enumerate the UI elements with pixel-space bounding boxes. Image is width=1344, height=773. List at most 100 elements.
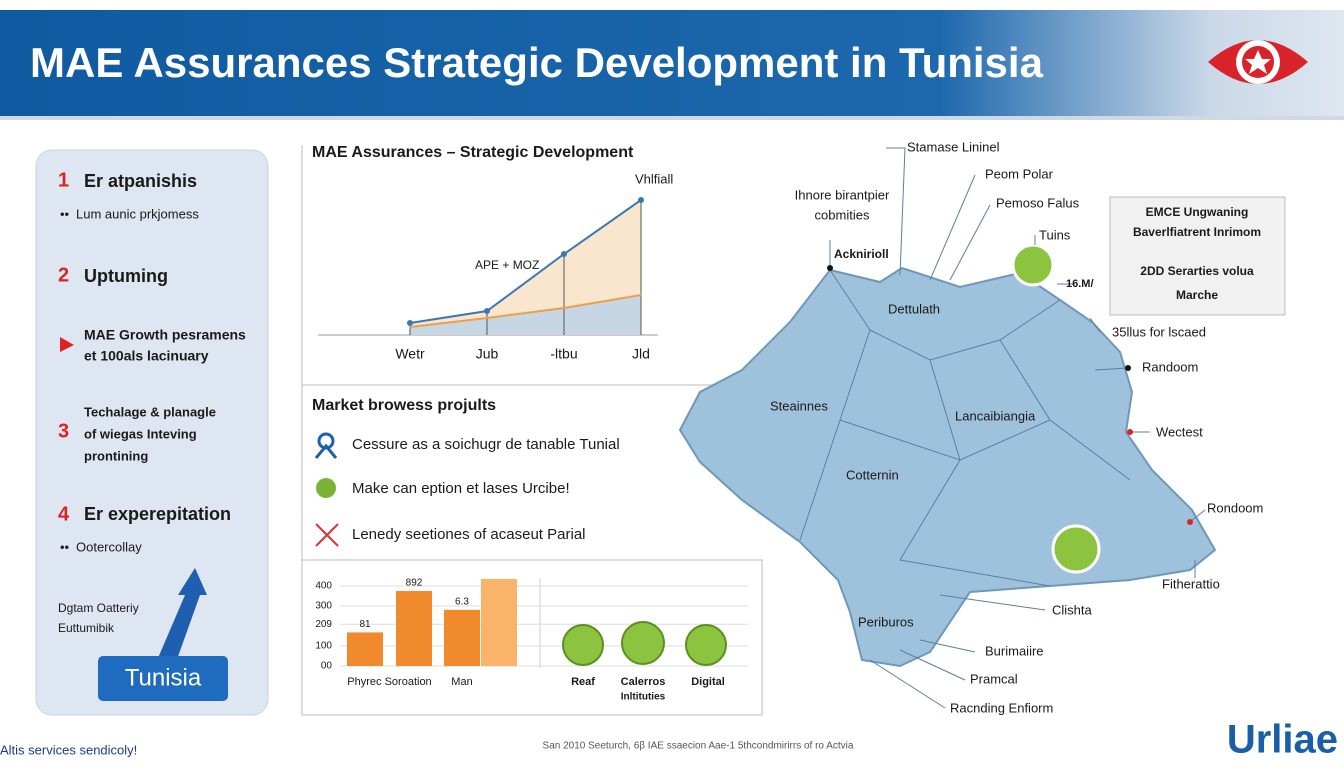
icon-sublabel: Inltituties — [621, 692, 666, 703]
bar-annotation: 81 — [359, 619, 371, 630]
item-line: prontining — [84, 448, 148, 463]
marker — [484, 308, 490, 314]
item-title: Uptuming — [84, 266, 168, 286]
y-tick-label: 300 — [315, 601, 332, 612]
item-number: 1 — [58, 169, 69, 191]
marker — [407, 320, 413, 326]
badge-label: Tunisia — [125, 664, 202, 691]
icon-label: Calerros — [621, 676, 666, 688]
dot — [1127, 429, 1133, 435]
footer-center: San 2010 Seeturch, 6β IAE ssaecion Aae-1… — [543, 741, 854, 752]
bullet: •• — [60, 539, 70, 554]
callout: Burimaiire — [985, 643, 1044, 658]
info-line: Marche — [1176, 288, 1218, 302]
region-label: Dettulath — [888, 301, 940, 316]
callout: Pramcal — [970, 671, 1018, 686]
icon-label: Digital — [691, 676, 725, 688]
marker — [638, 197, 644, 203]
logo: Urliae — [1227, 718, 1338, 762]
market-item: Make can eption et lases Urcibe! — [352, 480, 570, 497]
growth-arrow — [155, 568, 207, 665]
icon — [316, 478, 336, 498]
item-line: MAE Growth pesramens — [84, 327, 246, 343]
item-note: Lum aunic prkjomess — [76, 206, 199, 221]
y-tick-label: 00 — [321, 661, 333, 672]
bar — [481, 579, 517, 666]
market-item: Lenedy seetiones of acaseut Parial — [352, 526, 586, 543]
market-item: Cessure as a soichugr de tanable Tunial — [352, 436, 620, 453]
callout: Wectest — [1156, 424, 1203, 439]
callout: Stamase Lininel — [907, 139, 1000, 154]
dot — [827, 265, 833, 271]
bar-chart: 00 100 209 300 400 81 Phyrec Soroation 892 6.3 Ma… — [315, 578, 748, 688]
bar — [347, 632, 383, 666]
region-label: Periburos — [858, 614, 914, 629]
item-note: Ootercollay — [76, 539, 142, 554]
line-chart: Wetr Jub -ltbu Jld — [318, 197, 658, 362]
bar-annotation: 892 — [406, 578, 423, 589]
map-icon — [1051, 524, 1101, 574]
x-tick-label: Phyrec Soroation — [347, 676, 431, 688]
x-tick-label: Jub — [476, 346, 499, 362]
x-tick-label: Jld — [632, 346, 650, 362]
area — [410, 200, 641, 335]
icon — [315, 523, 339, 547]
region-label: Cotternin — [846, 467, 899, 482]
icon — [562, 624, 604, 666]
item-number: 4 — [58, 503, 70, 525]
icon-label: Reaf — [571, 676, 595, 688]
callout: Clishta — [1052, 602, 1093, 617]
item-title: Er experepitation — [84, 504, 231, 524]
item-title: Er atpanishis — [84, 171, 197, 191]
footer-line: Dgtam Oatteriy — [58, 601, 139, 615]
x-tick-label: Man — [451, 676, 472, 688]
callout: Peom Polar — [985, 166, 1054, 181]
info-box — [1109, 196, 1286, 316]
bar-annotation: 6.3 — [455, 596, 469, 607]
footer-left: Altis services sendicoly! — [0, 742, 137, 757]
callout: 16.M/ — [1066, 278, 1094, 290]
market-title: Market browess projults — [312, 397, 496, 414]
icon — [314, 443, 338, 459]
item-line: et 100als lacinuary — [84, 348, 209, 364]
footer-line: Euttumibik — [58, 621, 115, 635]
leader-line — [829, 147, 1206, 709]
icon — [621, 621, 665, 665]
region-label: Steainnes — [770, 398, 828, 413]
emblem-star — [1245, 50, 1271, 74]
x-tick-label: Wetr — [395, 346, 425, 362]
item-line: of wiegas Inteving — [84, 426, 197, 441]
left-panel — [35, 149, 269, 716]
line-chart-title: MAE Assurances – Strategic Development — [312, 144, 634, 161]
callout: Randoom — [1142, 359, 1198, 374]
callout: Fitherattio — [1162, 576, 1220, 591]
line — [409, 199, 642, 324]
map-note: Ihnore birantpier — [795, 187, 890, 202]
icon — [685, 624, 727, 666]
dot — [1125, 365, 1131, 371]
item-number: 2 — [58, 264, 69, 286]
bar — [396, 591, 432, 666]
callout: Tuins — [1039, 227, 1071, 242]
y-tick-label: 400 — [315, 581, 332, 592]
line — [409, 294, 642, 328]
annotation: APE + MOZ — [475, 258, 539, 272]
bar — [444, 609, 480, 666]
info-line: Baverlfiatrent Inrimom — [1133, 225, 1261, 239]
callout: Racnding Enfiorm — [950, 700, 1053, 715]
dot — [1187, 519, 1193, 525]
marker — [561, 251, 567, 257]
item-line: Techalage & planagle — [84, 404, 216, 419]
callout: 35llus for lscaed — [1112, 324, 1206, 339]
callout: Pemoso Falus — [996, 195, 1080, 210]
panel-border — [301, 559, 763, 716]
callout: Rondoom — [1207, 500, 1263, 515]
x-tick-label: -ltbu — [550, 346, 577, 362]
annotation: Vhlfiall — [635, 171, 673, 186]
info-line: 2DD Serarties volua — [1140, 264, 1254, 278]
region-border — [799, 269, 1131, 587]
info-line: EMCE Ungwaning — [1146, 205, 1249, 219]
y-tick-label: 100 — [315, 641, 332, 652]
